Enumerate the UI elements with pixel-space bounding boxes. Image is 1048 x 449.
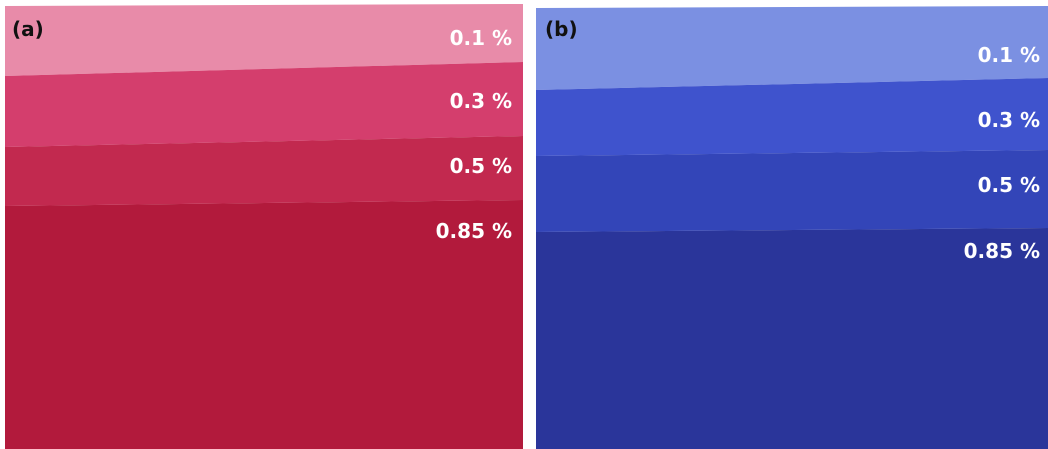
panel-a: (a) 0.1 % 0.3 % 0.5 % 0.85 % — [5, 4, 523, 449]
band-label: 0.85 % — [964, 239, 1040, 263]
band-b-1 — [536, 78, 1048, 156]
band-label: 0.5 % — [978, 173, 1040, 197]
band-label: 0.5 % — [450, 154, 512, 178]
band-a-2 — [5, 136, 523, 206]
band-b-3 — [536, 228, 1048, 449]
band-a-3 — [5, 200, 523, 449]
band-a-1 — [5, 62, 523, 147]
band-label: 0.85 % — [436, 219, 512, 243]
band-label: 0.1 % — [450, 26, 512, 50]
band-label: 0.3 % — [450, 89, 512, 113]
panel-label: (a) — [12, 17, 44, 41]
band-a-0 — [5, 4, 523, 76]
band-label: 0.1 % — [978, 43, 1040, 67]
band-b-0 — [536, 6, 1048, 90]
panel-label: (b) — [545, 17, 578, 41]
band-label: 0.3 % — [978, 108, 1040, 132]
panel-b: (b) 0.1 % 0.3 % 0.5 % 0.85 % — [536, 6, 1048, 449]
band-b-2 — [536, 150, 1048, 232]
